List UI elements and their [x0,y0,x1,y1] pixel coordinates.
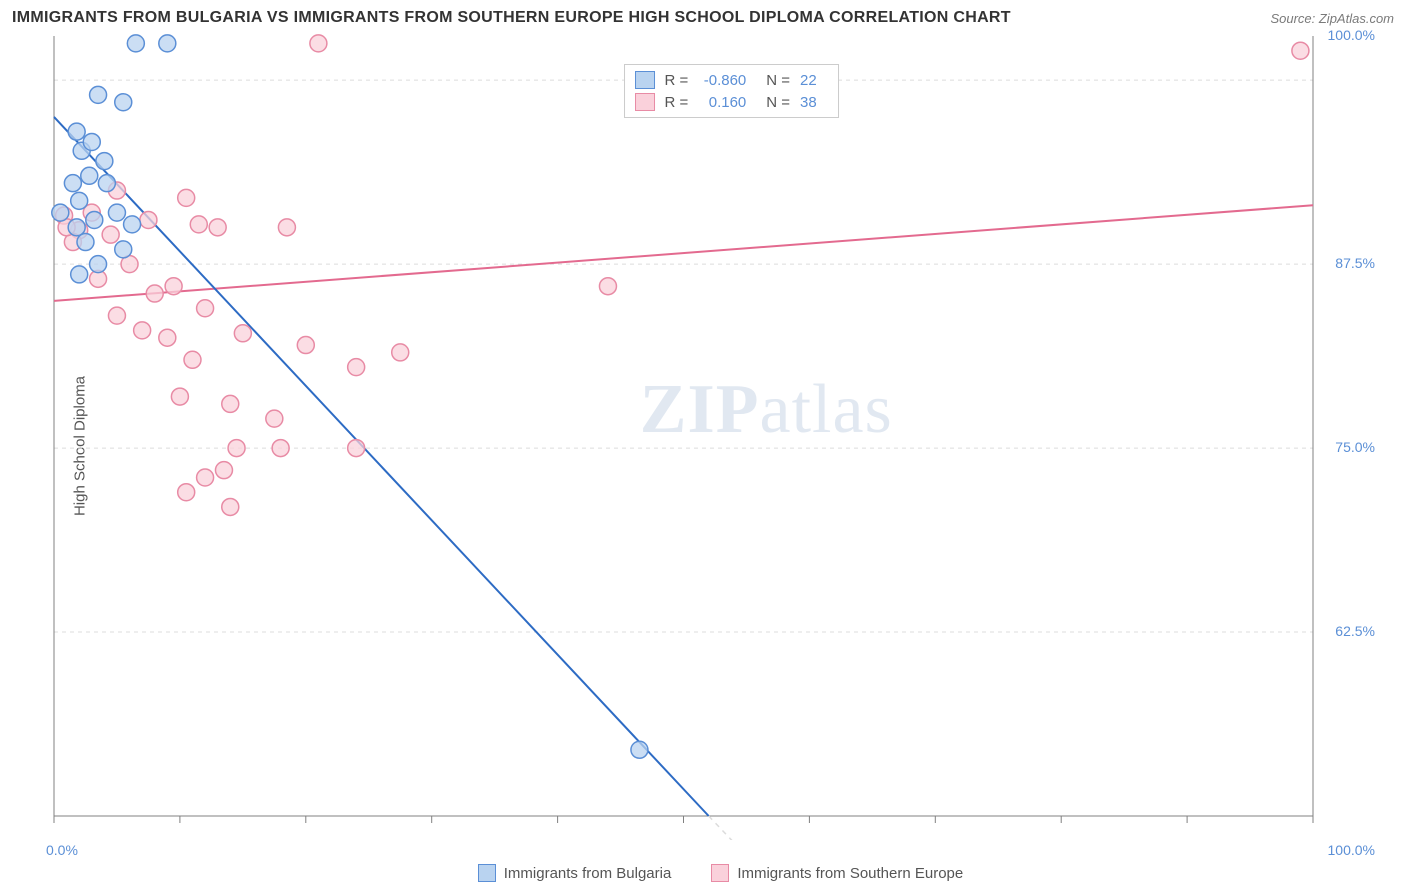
legend-swatch-1 [635,93,655,111]
legend-n-label-0: N = [766,72,790,89]
y-tick-750: 75.0% [1335,439,1375,455]
bottom-legend-item-0: Immigrants from Bulgaria [478,864,672,882]
legend-row-series-1: R = 0.160 N = 38 [635,91,829,113]
legend-swatch-0 [635,71,655,89]
legend-r-label-0: R = [665,72,689,89]
legend-row-series-0: R = -0.860 N = 22 [635,69,829,91]
legend-r-value-0: -0.860 [698,72,746,89]
bottom-legend-label-0: Immigrants from Bulgaria [504,865,672,882]
y-tick-875: 87.5% [1335,255,1375,271]
bottom-legend-label-1: Immigrants from Southern Europe [737,865,963,882]
y-tick-100: 100.0% [1328,27,1375,43]
chart-title: IMMIGRANTS FROM BULGARIA VS IMMIGRANTS F… [12,9,1011,27]
source-label: Source: ZipAtlas.com [1270,11,1394,26]
x-tick-100: 100.0% [1328,842,1375,858]
scatter-chart-svg [48,30,1393,840]
x-tick-0: 0.0% [46,842,78,858]
bottom-legend-swatch-0 [478,864,496,882]
y-tick-625: 62.5% [1335,623,1375,639]
bottom-legend-swatch-1 [711,864,729,882]
correlation-legend: R = -0.860 N = 22 R = 0.160 N = 38 [624,64,840,118]
legend-n-value-1: 38 [800,94,828,111]
legend-n-value-0: 22 [800,72,828,89]
bottom-area: 0.0% 100.0% Immigrants from Bulgaria Imm… [48,840,1393,892]
legend-r-label-1: R = [665,94,689,111]
header-bar: IMMIGRANTS FROM BULGARIA VS IMMIGRANTS F… [0,0,1406,30]
bottom-legend: Immigrants from Bulgaria Immigrants from… [48,864,1393,882]
bottom-legend-item-1: Immigrants from Southern Europe [711,864,963,882]
legend-r-value-1: 0.160 [698,94,746,111]
plot-area: ZIPatlas R = -0.860 N = 22 R = 0.160 N =… [48,30,1393,840]
legend-n-label-1: N = [766,94,790,111]
